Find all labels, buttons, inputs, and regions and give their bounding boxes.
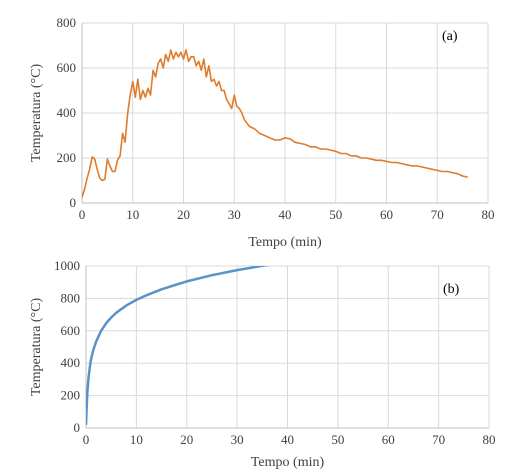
panel-label: (a) bbox=[442, 29, 458, 44]
y-tick-label: 800 bbox=[61, 290, 81, 305]
x-tick-label: 40 bbox=[281, 432, 294, 447]
panel-label: (b) bbox=[443, 282, 460, 297]
y-tick-label: 600 bbox=[61, 323, 81, 338]
x-tick-label: 20 bbox=[180, 432, 193, 447]
y-tick-label: 400 bbox=[61, 355, 81, 370]
x-tick-label: 30 bbox=[228, 207, 241, 222]
x-tick-label: 40 bbox=[279, 207, 292, 222]
y-tick-label: 0 bbox=[74, 420, 81, 435]
y-tick-label: 400 bbox=[57, 105, 77, 120]
y-tick-label: 800 bbox=[57, 15, 77, 30]
x-tick-label: 80 bbox=[482, 207, 495, 222]
x-tick-label: 0 bbox=[79, 207, 86, 222]
x-tick-label: 60 bbox=[380, 207, 393, 222]
x-tick-label: 80 bbox=[483, 432, 496, 447]
x-axis-label: Tempo (min) bbox=[251, 455, 325, 470]
x-tick-label: 0 bbox=[83, 432, 90, 447]
chart-panel-a: 0 200 400 600 800 0 10 20 30 40 50 60 70 80 Tempo (min… bbox=[29, 15, 495, 250]
y-axis-label: Temperatura (°C) bbox=[29, 64, 44, 163]
y-tick-label: 0 bbox=[70, 195, 77, 210]
x-tick-label: 70 bbox=[432, 432, 445, 447]
y-tick-label: 1000 bbox=[54, 258, 80, 273]
x-tick-label: 10 bbox=[130, 432, 143, 447]
x-tick-label: 60 bbox=[382, 432, 395, 447]
series-line-1 bbox=[86, 266, 270, 425]
y-tick-label: 200 bbox=[61, 388, 81, 403]
x-tick-label: 20 bbox=[177, 207, 190, 222]
x-tick-label: 50 bbox=[331, 432, 344, 447]
chart-panel-b: 0 200 400 600 800 1000 0 10 20 30 40 50 60 70 80 Tempo … bbox=[29, 258, 496, 470]
y-tick-label: 200 bbox=[57, 150, 77, 165]
x-tick-label: 30 bbox=[231, 432, 244, 447]
x-tick-label: 10 bbox=[126, 207, 139, 222]
x-tick-label: 50 bbox=[329, 207, 342, 222]
y-axis-label: Temperatura (°C) bbox=[29, 298, 44, 397]
x-tick-label: 70 bbox=[431, 207, 444, 222]
series-line-1 bbox=[82, 49, 468, 198]
x-axis-label: Tempo (min) bbox=[248, 235, 322, 250]
y-tick-label: 600 bbox=[57, 60, 77, 75]
